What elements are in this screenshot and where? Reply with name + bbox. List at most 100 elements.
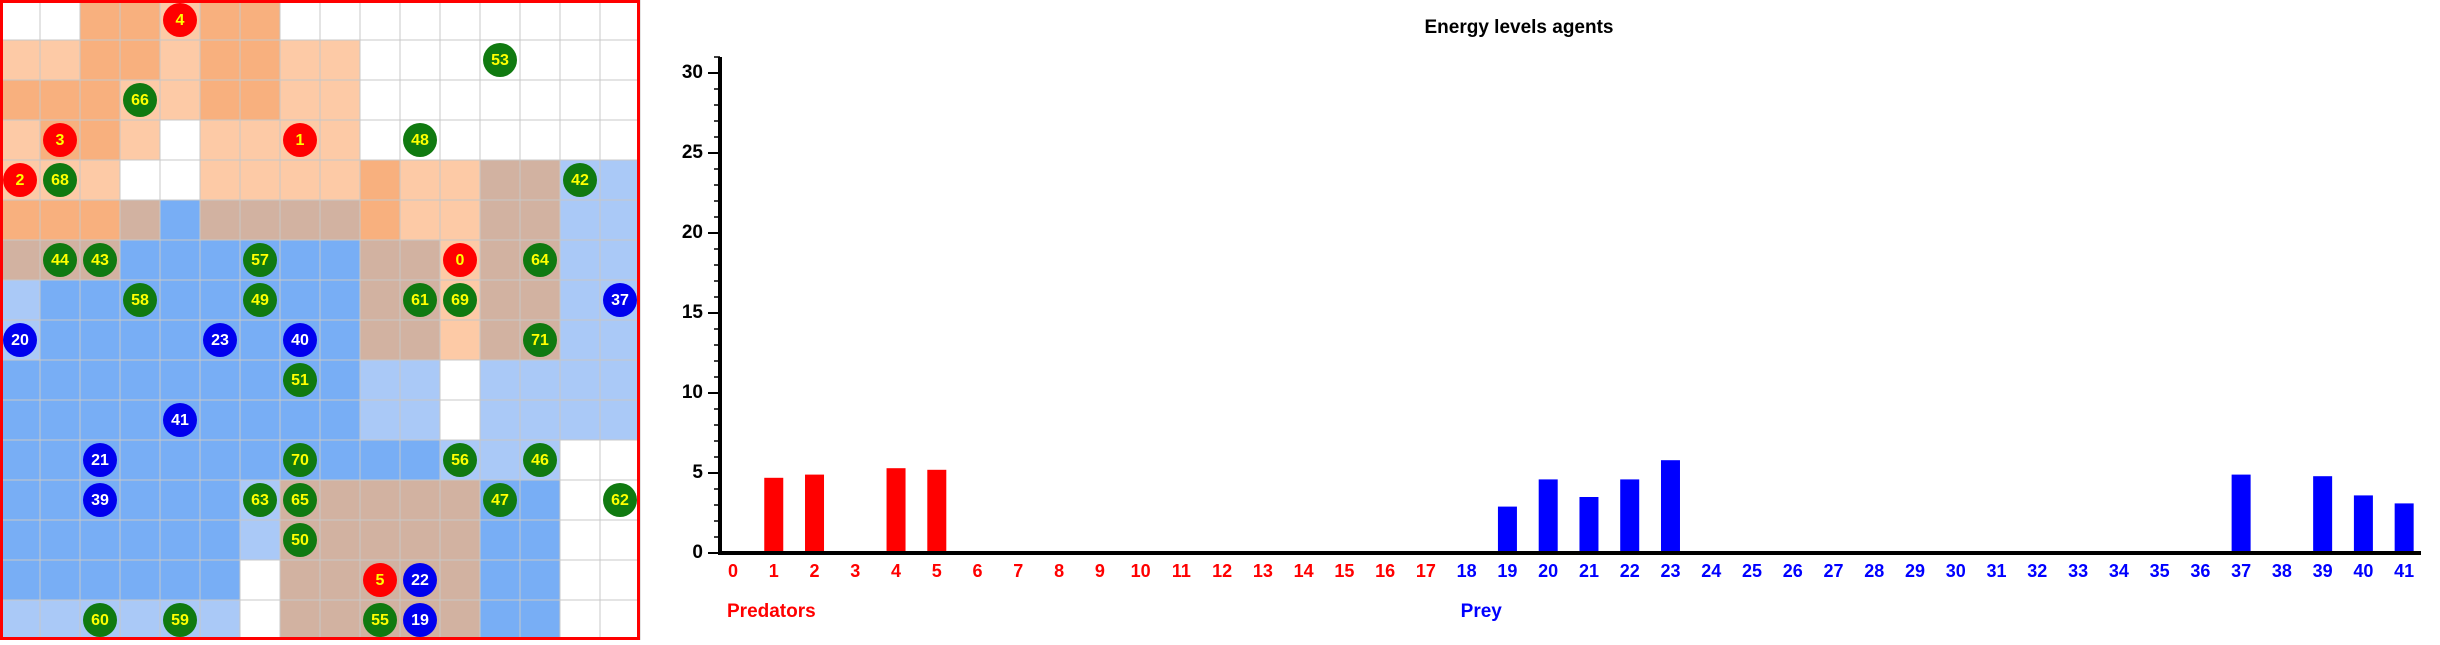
x-tick-label: 27 [1824,561,1844,581]
grid-cell [319,319,361,361]
x-tick-label: 38 [2272,561,2292,581]
agent-label: 60 [91,612,109,629]
grid-cell [519,559,561,601]
x-tick-label: 34 [2109,561,2129,581]
grid-cell [599,159,641,201]
grid-cell [479,359,521,401]
grid-cell [39,39,81,81]
agent [43,123,77,157]
grid-cell [599,599,641,641]
agent-label: 39 [91,492,109,509]
agent-label: 49 [251,292,269,309]
agent [83,443,117,477]
grid-cell [599,439,641,481]
grid-cell [239,319,281,361]
grid-cell [479,439,521,481]
grid-cell [439,559,481,601]
grid-cell [399,439,441,481]
grid-cell [159,159,201,201]
grid-cell [399,519,441,561]
grid-border [0,0,640,640]
grid-cell [399,79,441,121]
grid-cell [39,479,81,521]
grid-cell [159,439,201,481]
grid-cell [319,119,361,161]
grid-cell [79,39,121,81]
grid-cell [239,599,281,641]
agent [603,283,637,317]
agent [83,603,117,637]
grid-cell [199,0,241,41]
grid-cell [279,559,321,601]
agent-label: 1 [296,132,305,149]
grid-cell [519,479,561,521]
grid-cell [359,239,401,281]
x-tick-label: 33 [2068,561,2088,581]
grid-cell [0,239,41,281]
x-tick-label: 30 [1946,561,1966,581]
bar [1579,497,1599,553]
grid-cell [319,39,361,81]
grid-cell [159,559,201,601]
bar [2353,495,2373,553]
grid-cell [119,479,161,521]
grid-cell [559,519,601,561]
y-tick-label: 0 [692,542,703,563]
bar [1620,479,1640,553]
grid-cell [39,559,81,601]
grid-cell [199,519,241,561]
legend-label: Predators [727,601,816,622]
grid-cell [519,39,561,81]
grid-cell [319,199,361,241]
grid-cell [0,279,41,321]
grid-cell [79,159,121,201]
grid-cell [79,199,121,241]
agent [283,443,317,477]
grid-cell [439,479,481,521]
agent [203,323,237,357]
grid-cell [279,399,321,441]
agent [163,603,197,637]
grid-cell [0,599,41,641]
agent-label: 19 [411,612,429,629]
agent-label: 71 [531,332,549,349]
agent [3,323,37,357]
grid-cell [0,39,41,81]
grid-cell [479,239,521,281]
grid-cell [279,79,321,121]
grid-cell [79,519,121,561]
x-tick-label: 39 [2313,561,2333,581]
agent [403,283,437,317]
agent [363,603,397,637]
grid-cell [519,519,561,561]
grid-cell [0,559,41,601]
agent-label: 21 [91,452,109,469]
grid-cell [319,599,361,641]
grid-cell [399,479,441,521]
grid-cell [159,199,201,241]
grid-cell [39,0,81,41]
x-tick-label: 41 [2394,561,2414,581]
agent-label: 37 [611,292,629,309]
grid-cell [119,399,161,441]
agent-label: 3 [56,132,65,149]
agent-label: 48 [411,132,429,149]
grid-cell [79,279,121,321]
grid-cell [79,319,121,361]
grid-cell [199,439,241,481]
agent [443,443,477,477]
grid-cell [39,359,81,401]
x-tick-label: 3 [850,561,860,581]
grid-cell [479,159,521,201]
agent-label: 62 [611,492,629,509]
grid-cell [559,359,601,401]
grid-cell [79,359,121,401]
x-tick-label: 18 [1457,561,1477,581]
x-tick-label: 31 [1987,561,2007,581]
grid-cell [279,599,321,641]
grid-cell [559,319,601,361]
agent-label: 40 [291,332,309,349]
agent [403,123,437,157]
grid-cell [119,199,161,241]
x-tick-label: 20 [1538,561,1558,581]
